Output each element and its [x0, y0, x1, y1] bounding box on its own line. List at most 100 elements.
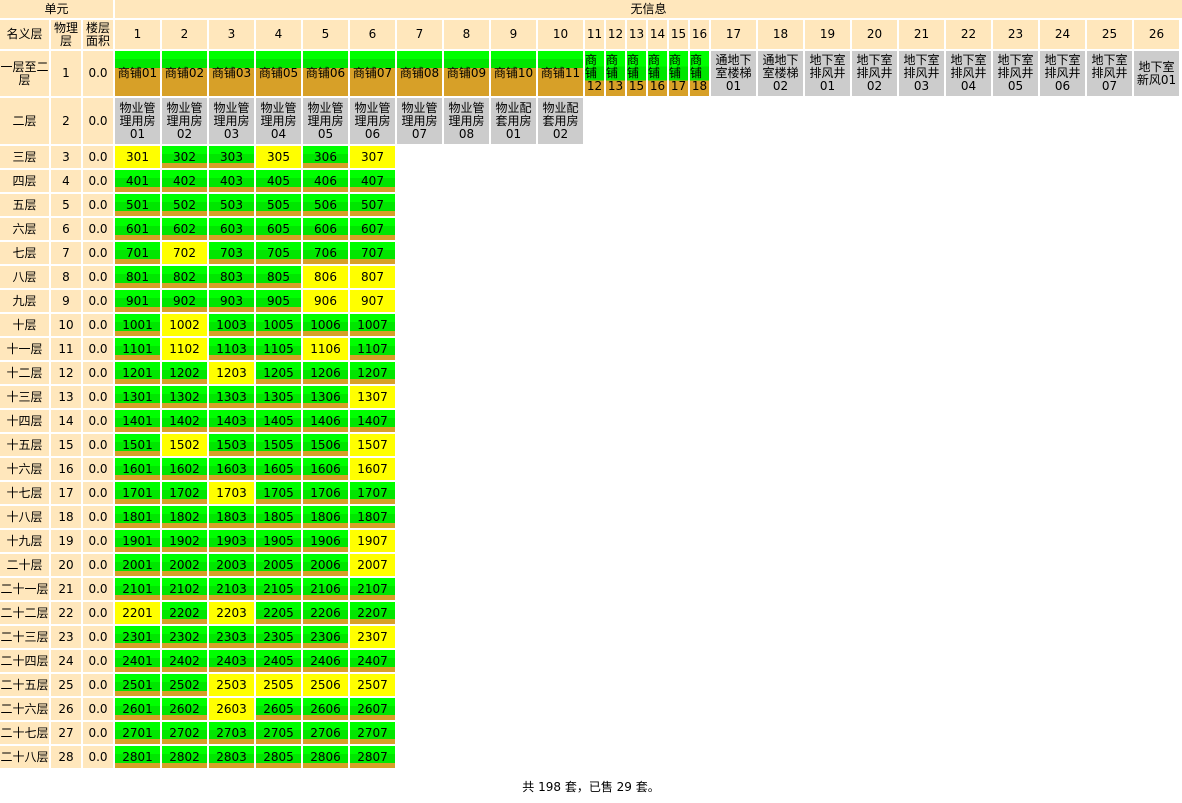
- unit-cell[interactable]: 1206: [303, 362, 348, 384]
- unit-cell[interactable]: 401: [115, 170, 160, 192]
- unit-cell[interactable]: 1905: [256, 530, 301, 552]
- unit-cell[interactable]: 1703: [209, 482, 254, 504]
- unit-cell[interactable]: 2801: [115, 746, 160, 768]
- unit-cell[interactable]: 2603: [209, 698, 254, 720]
- unit-cell[interactable]: 1806: [303, 506, 348, 528]
- shop-unit-cell[interactable]: 商铺05: [256, 51, 301, 96]
- unit-cell[interactable]: 2506: [303, 674, 348, 696]
- unit-cell[interactable]: 902: [162, 290, 207, 312]
- unit-cell[interactable]: 503: [209, 194, 254, 216]
- unit-cell[interactable]: 1501: [115, 434, 160, 456]
- unit-cell[interactable]: 2802: [162, 746, 207, 768]
- unit-cell[interactable]: 2301: [115, 626, 160, 648]
- unit-cell[interactable]: 2307: [350, 626, 395, 648]
- unit-cell[interactable]: 2202: [162, 602, 207, 624]
- unit-cell[interactable]: 2705: [256, 722, 301, 744]
- unit-cell[interactable]: 802: [162, 266, 207, 288]
- narrow-shop-cell[interactable]: 商铺 18: [690, 51, 709, 96]
- unit-cell[interactable]: 2405: [256, 650, 301, 672]
- unit-cell[interactable]: 406: [303, 170, 348, 192]
- unit-cell[interactable]: 1301: [115, 386, 160, 408]
- unit-cell[interactable]: 1007: [350, 314, 395, 336]
- unit-cell[interactable]: 2402: [162, 650, 207, 672]
- unit-cell[interactable]: 2102: [162, 578, 207, 600]
- unit-cell[interactable]: 2805: [256, 746, 301, 768]
- unit-cell[interactable]: 1606: [303, 458, 348, 480]
- unit-cell[interactable]: 2807: [350, 746, 395, 768]
- unit-cell[interactable]: 1005: [256, 314, 301, 336]
- unit-cell[interactable]: 1103: [209, 338, 254, 360]
- unit-cell[interactable]: 2107: [350, 578, 395, 600]
- unit-cell[interactable]: 907: [350, 290, 395, 312]
- unit-cell[interactable]: 807: [350, 266, 395, 288]
- unit-cell[interactable]: 1803: [209, 506, 254, 528]
- unit-cell[interactable]: 2105: [256, 578, 301, 600]
- unit-cell[interactable]: 1801: [115, 506, 160, 528]
- unit-cell[interactable]: 2803: [209, 746, 254, 768]
- unit-cell[interactable]: 1706: [303, 482, 348, 504]
- unit-cell[interactable]: 1203: [209, 362, 254, 384]
- unit-cell[interactable]: 1405: [256, 410, 301, 432]
- narrow-shop-cell[interactable]: 商铺 17: [669, 51, 688, 96]
- unit-cell[interactable]: 707: [350, 242, 395, 264]
- unit-cell[interactable]: 2701: [115, 722, 160, 744]
- unit-cell[interactable]: 1105: [256, 338, 301, 360]
- unit-cell[interactable]: 2505: [256, 674, 301, 696]
- unit-cell[interactable]: 705: [256, 242, 301, 264]
- unit-cell[interactable]: 1503: [209, 434, 254, 456]
- unit-cell[interactable]: 2605: [256, 698, 301, 720]
- unit-cell[interactable]: 1903: [209, 530, 254, 552]
- unit-cell[interactable]: 306: [303, 146, 348, 168]
- unit-cell[interactable]: 701: [115, 242, 160, 264]
- unit-cell[interactable]: 1401: [115, 410, 160, 432]
- unit-cell[interactable]: 2702: [162, 722, 207, 744]
- unit-cell[interactable]: 2005: [256, 554, 301, 576]
- unit-cell[interactable]: 601: [115, 218, 160, 240]
- unit-cell[interactable]: 1406: [303, 410, 348, 432]
- unit-cell[interactable]: 606: [303, 218, 348, 240]
- unit-cell[interactable]: 1605: [256, 458, 301, 480]
- unit-cell[interactable]: 1701: [115, 482, 160, 504]
- unit-cell[interactable]: 1205: [256, 362, 301, 384]
- unit-cell[interactable]: 1207: [350, 362, 395, 384]
- unit-cell[interactable]: 2601: [115, 698, 160, 720]
- shop-unit-cell[interactable]: 商铺06: [303, 51, 348, 96]
- shop-unit-cell[interactable]: 商铺11: [538, 51, 583, 96]
- shop-unit-cell[interactable]: 商铺01: [115, 51, 160, 96]
- unit-cell[interactable]: 1702: [162, 482, 207, 504]
- shop-unit-cell[interactable]: 商铺08: [397, 51, 442, 96]
- unit-cell[interactable]: 1201: [115, 362, 160, 384]
- unit-cell[interactable]: 501: [115, 194, 160, 216]
- unit-cell[interactable]: 2501: [115, 674, 160, 696]
- unit-cell[interactable]: 2001: [115, 554, 160, 576]
- unit-cell[interactable]: 1305: [256, 386, 301, 408]
- unit-cell[interactable]: 1906: [303, 530, 348, 552]
- unit-cell[interactable]: 1802: [162, 506, 207, 528]
- unit-cell[interactable]: 602: [162, 218, 207, 240]
- unit-cell[interactable]: 2205: [256, 602, 301, 624]
- unit-cell[interactable]: 903: [209, 290, 254, 312]
- unit-cell[interactable]: 2207: [350, 602, 395, 624]
- narrow-shop-cell[interactable]: 商铺 15: [627, 51, 646, 96]
- unit-cell[interactable]: 1002: [162, 314, 207, 336]
- unit-cell[interactable]: 806: [303, 266, 348, 288]
- shop-unit-cell[interactable]: 商铺02: [162, 51, 207, 96]
- unit-cell[interactable]: 2305: [256, 626, 301, 648]
- unit-cell[interactable]: 2406: [303, 650, 348, 672]
- unit-cell[interactable]: 2203: [209, 602, 254, 624]
- unit-cell[interactable]: 1102: [162, 338, 207, 360]
- unit-cell[interactable]: 2006: [303, 554, 348, 576]
- unit-cell[interactable]: 1306: [303, 386, 348, 408]
- unit-cell[interactable]: 2706: [303, 722, 348, 744]
- unit-cell[interactable]: 1705: [256, 482, 301, 504]
- unit-cell[interactable]: 2606: [303, 698, 348, 720]
- unit-cell[interactable]: 1107: [350, 338, 395, 360]
- unit-cell[interactable]: 1006: [303, 314, 348, 336]
- unit-cell[interactable]: 2101: [115, 578, 160, 600]
- unit-cell[interactable]: 1707: [350, 482, 395, 504]
- unit-cell[interactable]: 407: [350, 170, 395, 192]
- shop-unit-cell[interactable]: 商铺07: [350, 51, 395, 96]
- unit-cell[interactable]: 702: [162, 242, 207, 264]
- unit-cell[interactable]: 906: [303, 290, 348, 312]
- unit-cell[interactable]: 303: [209, 146, 254, 168]
